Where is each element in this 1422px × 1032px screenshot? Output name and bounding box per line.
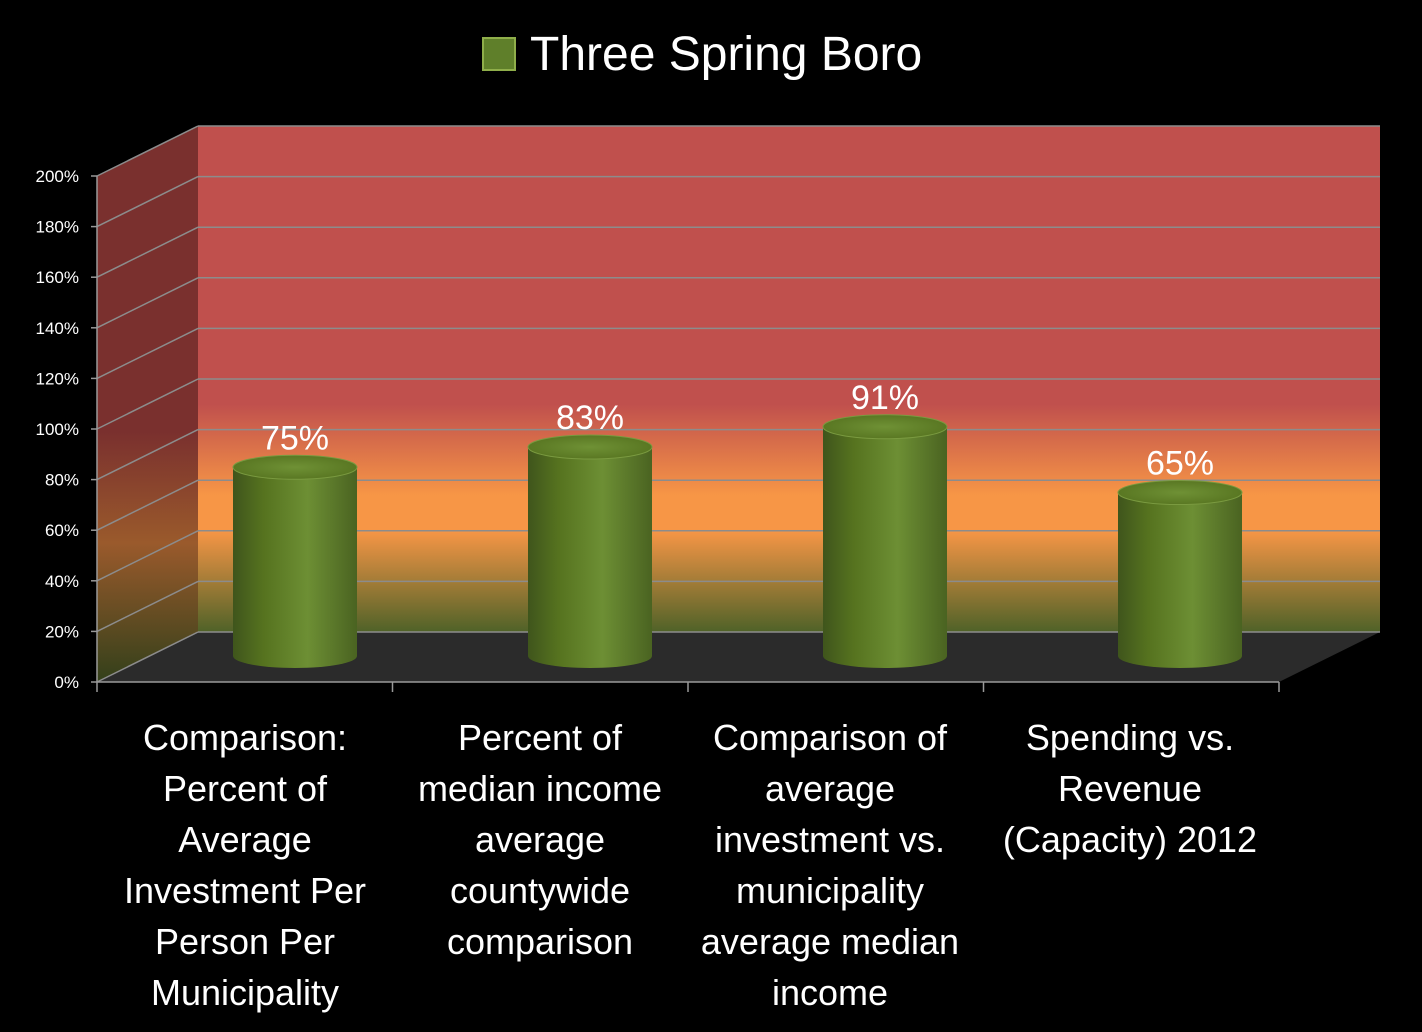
gridline <box>96 580 199 633</box>
bar-body <box>1118 492 1242 668</box>
category-label: Percent of median income average countyw… <box>417 717 663 962</box>
bar: 75% <box>232 419 358 668</box>
data-label: 65% <box>1146 445 1214 483</box>
bar-body <box>233 467 357 668</box>
bar-body <box>528 447 652 668</box>
category-label: Comparison: Percent of Average Investmen… <box>123 717 367 1013</box>
data-label: 83% <box>556 399 624 437</box>
y-tick-label: 160% <box>36 268 79 287</box>
y-tick-label: 80% <box>45 471 79 490</box>
bar: 91% <box>822 379 948 668</box>
y-tick-label: 100% <box>36 420 79 439</box>
legend-label: Three Spring Boro <box>530 28 922 81</box>
gridline <box>96 530 199 582</box>
gridline <box>96 277 199 329</box>
legend-swatch <box>482 37 516 71</box>
category-label: Comparison of average investment vs. mun… <box>700 717 960 1013</box>
gridline <box>96 378 199 430</box>
gridline <box>96 226 199 278</box>
y-tick-label: 20% <box>45 622 79 641</box>
y-tick-label: 180% <box>36 218 79 237</box>
gridline <box>96 327 199 380</box>
bar-cap <box>822 414 948 440</box>
bar-cap <box>1117 480 1243 506</box>
bar-body <box>823 426 947 668</box>
y-tick-label: 200% <box>36 167 79 186</box>
bar-cap <box>232 454 358 480</box>
category-label: Spending vs. Revenue (Capacity) 2012 <box>1002 717 1258 860</box>
y-tick-label: 60% <box>45 521 79 540</box>
floor <box>97 632 1380 682</box>
bar: 65% <box>1117 445 1243 668</box>
y-tick-label: 0% <box>54 673 79 692</box>
data-label: 75% <box>261 419 329 457</box>
gridline <box>96 125 199 177</box>
y-tick-label: 140% <box>36 319 79 338</box>
y-tick-label: 120% <box>36 369 79 388</box>
bar: 83% <box>527 399 653 668</box>
gridline <box>96 631 199 683</box>
gridline <box>96 479 199 531</box>
bar-cap <box>527 434 653 460</box>
gridline <box>96 428 199 481</box>
gridline <box>96 175 199 228</box>
data-label: 91% <box>851 379 919 417</box>
y-tick-label: 40% <box>45 572 79 591</box>
